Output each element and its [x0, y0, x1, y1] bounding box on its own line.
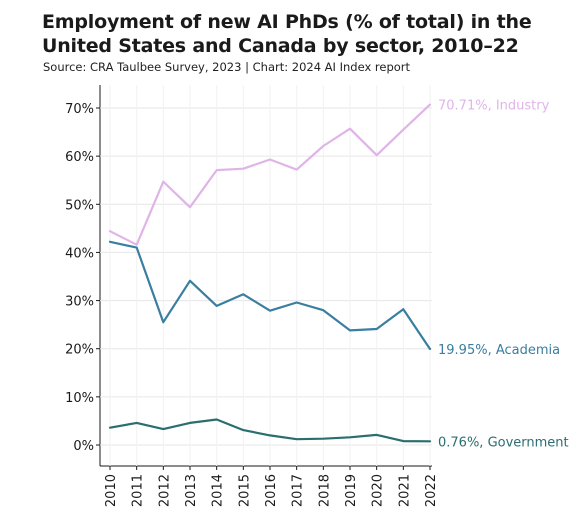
x-tick-labels: 2010 2011 2012 2013 2014 2015 2016 2017 2018 2019… [104, 474, 439, 507]
y-tick-label: 40% [65, 246, 94, 261]
grid-lines [96, 85, 432, 470]
x-tick-label: 2016 [264, 474, 279, 507]
y-tick-label: 0% [73, 439, 94, 454]
x-tick-label: 2011 [131, 474, 146, 507]
x-tick-label: 2014 [211, 474, 226, 507]
x-tick-label: 2021 [397, 474, 412, 507]
y-tick-label: 70% [65, 102, 94, 117]
x-tick-label: 2013 [184, 474, 199, 507]
x-tick-label: 2015 [237, 474, 252, 507]
y-tick-label: 10% [65, 391, 94, 406]
series-end-labels: 70.71%, Industry 19.95%, Academia 0.76%, G… [438, 99, 569, 451]
end-label-academia: 19.95%, Academia [438, 343, 560, 358]
x-tick-label: 2010 [104, 474, 119, 507]
end-label-industry: 70.71%, Industry [438, 99, 550, 114]
end-label-government: 0.76%, Government [438, 435, 569, 450]
series-line-academia [108, 240, 432, 351]
x-tick-label: 2019 [344, 474, 359, 507]
chart-title: Employment of new AI PhDs (% of total) i… [42, 11, 532, 57]
series-lines [108, 103, 432, 443]
x-tick-label: 2018 [317, 474, 332, 507]
x-tick-label: 2020 [371, 474, 386, 507]
x-tick-label: 2017 [291, 474, 306, 507]
y-tick-label: 30% [65, 295, 94, 310]
x-tick-label: 2012 [157, 474, 172, 507]
series-line-government [108, 418, 432, 443]
x-tick-label: 2022 [424, 474, 439, 507]
y-tick-labels: 0% 10% 20% 30% 40% 50% 60% 70% [65, 102, 94, 454]
y-tick-label: 20% [65, 343, 94, 358]
y-tick-label: 50% [65, 198, 94, 213]
y-tick-label: 60% [65, 150, 94, 165]
chart-subtitle: Source: CRA Taulbee Survey, 2023 | Chart… [43, 60, 411, 74]
series-line-industry [108, 103, 432, 246]
